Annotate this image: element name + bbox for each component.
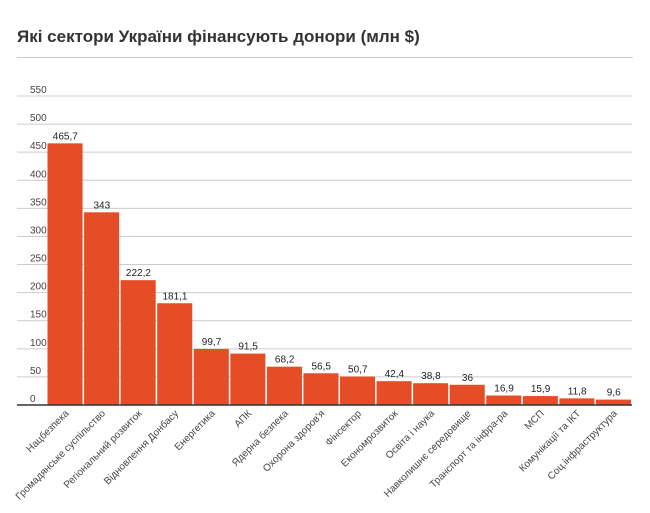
y-tick-label: 400 bbox=[30, 169, 47, 180]
y-tick-label: 150 bbox=[30, 310, 47, 321]
data-label: 16,9 bbox=[494, 384, 514, 395]
bar bbox=[230, 353, 266, 405]
y-tick-label: 250 bbox=[30, 254, 47, 265]
bar bbox=[559, 398, 595, 405]
data-label: 91,5 bbox=[238, 342, 258, 353]
data-label: 343 bbox=[94, 200, 111, 211]
y-tick-label: 550 bbox=[30, 85, 47, 96]
bar bbox=[193, 348, 229, 405]
x-tick-label: Комунікації та ІКТ bbox=[517, 408, 583, 474]
x-tick-label: Соц.інфраструктура bbox=[545, 407, 620, 482]
y-tick-label: 350 bbox=[30, 197, 47, 208]
bar bbox=[340, 376, 376, 405]
data-label: 50,7 bbox=[348, 365, 368, 376]
data-label: 36 bbox=[462, 373, 474, 384]
data-label: 15,9 bbox=[531, 384, 551, 395]
data-label: 99,7 bbox=[202, 337, 222, 348]
title-divider bbox=[17, 57, 633, 58]
bar bbox=[303, 373, 339, 405]
chart-title: Які сектори України фінансують донори (м… bbox=[17, 27, 420, 46]
data-label: 465,7 bbox=[53, 131, 78, 142]
bar bbox=[595, 399, 631, 405]
data-label: 11,8 bbox=[568, 386, 587, 397]
x-tick-label: Відновлення Донбасу bbox=[101, 408, 181, 488]
y-tick-label: 300 bbox=[30, 225, 47, 236]
y-tick-label: 500 bbox=[30, 113, 47, 124]
data-label: 56,5 bbox=[311, 361, 331, 372]
data-label: 38,8 bbox=[421, 371, 441, 382]
bar bbox=[486, 395, 522, 405]
data-label: 222,2 bbox=[126, 268, 151, 279]
bar bbox=[376, 381, 412, 405]
x-tick-label: АПК bbox=[233, 408, 255, 430]
data-label: 42,4 bbox=[385, 369, 405, 380]
bar bbox=[266, 366, 302, 405]
x-tick-label: МСП bbox=[523, 408, 547, 432]
bar bbox=[120, 280, 156, 405]
y-tick-label: 0 bbox=[30, 394, 36, 405]
y-tick-label: 450 bbox=[30, 141, 47, 152]
bar bbox=[522, 396, 558, 405]
bar bbox=[84, 212, 120, 405]
bar bbox=[157, 303, 193, 405]
y-tick-label: 200 bbox=[30, 282, 47, 293]
data-label: 181,1 bbox=[162, 291, 187, 302]
bar bbox=[47, 143, 83, 405]
data-label: 68,2 bbox=[275, 355, 295, 366]
y-tick-label: 50 bbox=[30, 366, 42, 377]
bar bbox=[449, 384, 485, 405]
x-tick-label: Охорона здоров'я bbox=[261, 408, 327, 474]
bar bbox=[413, 383, 449, 405]
data-label: 9,6 bbox=[607, 388, 621, 399]
y-tick-label: 100 bbox=[30, 338, 47, 349]
